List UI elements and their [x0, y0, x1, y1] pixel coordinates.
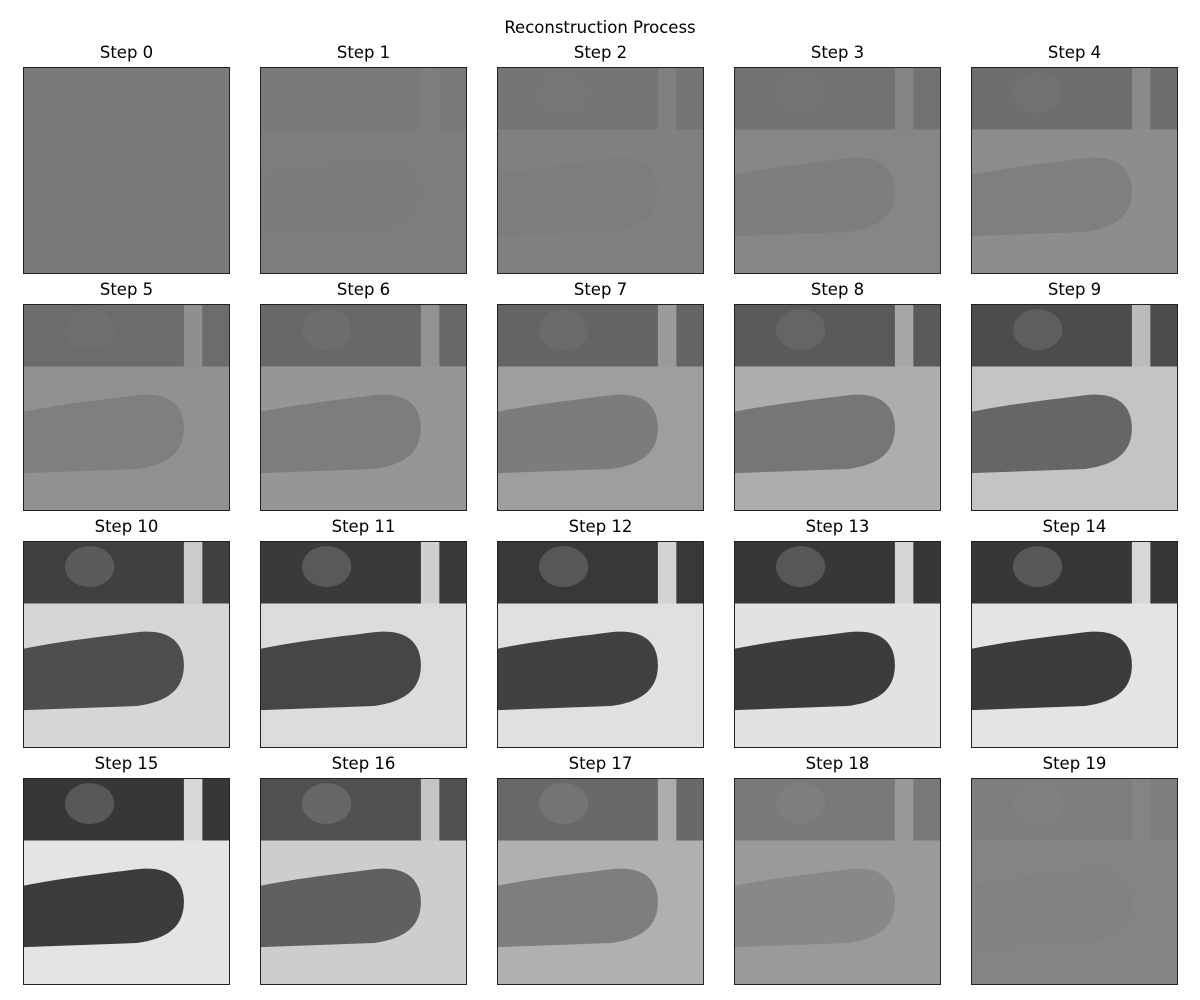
- reconstruction-image: [734, 67, 941, 274]
- step-panel-title: Step 17: [487, 753, 714, 775]
- reconstruction-image: [23, 541, 230, 748]
- step-panel-title: Step 18: [724, 753, 951, 775]
- reconstruction-image: [734, 541, 941, 748]
- reconstruction-image: [260, 67, 467, 274]
- reconstruction-image: [23, 778, 230, 985]
- step-panel-title: Step 2: [487, 42, 714, 64]
- step-panel-title: Step 16: [250, 753, 477, 775]
- step-panel-title: Step 12: [487, 516, 714, 538]
- step-panel-title: Step 1: [250, 42, 477, 64]
- step-panel-title: Step 3: [724, 42, 951, 64]
- reconstruction-image: [734, 304, 941, 511]
- step-panel-title: Step 7: [487, 279, 714, 301]
- step-panel-title: Step 8: [724, 279, 951, 301]
- reconstruction-image: [971, 304, 1178, 511]
- step-panel-title: Step 6: [250, 279, 477, 301]
- reconstruction-image: [971, 67, 1178, 274]
- reconstruction-image: [497, 541, 704, 748]
- step-panel-title: Step 19: [961, 753, 1188, 775]
- reconstruction-image: [497, 304, 704, 511]
- reconstruction-image: [497, 67, 704, 274]
- step-panel-title: Step 11: [250, 516, 477, 538]
- step-panel-title: Step 10: [13, 516, 240, 538]
- reconstruction-image: [971, 541, 1178, 748]
- reconstruction-image: [23, 67, 230, 274]
- reconstruction-image: [260, 541, 467, 748]
- step-panel-title: Step 0: [13, 42, 240, 64]
- step-panel-title: Step 13: [724, 516, 951, 538]
- reconstruction-image: [497, 778, 704, 985]
- reconstruction-image: [734, 778, 941, 985]
- reconstruction-image: [23, 304, 230, 511]
- reconstruction-image: [260, 304, 467, 511]
- step-panel-title: Step 4: [961, 42, 1188, 64]
- step-panel-title: Step 14: [961, 516, 1188, 538]
- step-panel-title: Step 9: [961, 279, 1188, 301]
- reconstruction-image: [971, 778, 1178, 985]
- reconstruction-image: [260, 778, 467, 985]
- step-panel-title: Step 5: [13, 279, 240, 301]
- step-panel-title: Step 15: [13, 753, 240, 775]
- figure-title: Reconstruction Process: [0, 17, 1200, 39]
